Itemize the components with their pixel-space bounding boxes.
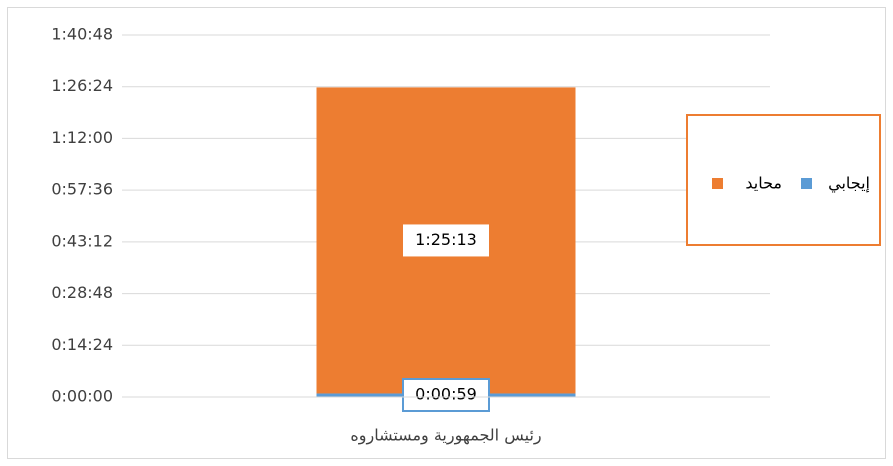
y-tick-label: 0:28:48 [51, 283, 113, 302]
legend-swatch [801, 178, 812, 189]
legend-label: محايد [745, 174, 782, 193]
y-tick-label: 0:57:36 [51, 180, 113, 199]
data-label: 0:00:59 [415, 385, 477, 404]
data-label-box [403, 224, 489, 257]
data-label: 1:25:13 [415, 230, 477, 249]
legend-swatch [712, 178, 723, 189]
y-tick-label: 0:00:00 [51, 387, 113, 406]
y-tick-label: 1:40:48 [51, 25, 113, 44]
y-tick-label: 0:14:24 [51, 335, 113, 354]
data-label-box [402, 378, 490, 412]
y-tick-label: 1:12:00 [51, 128, 113, 147]
y-tick-label: 0:43:12 [51, 231, 113, 250]
legend-label: إيجابي [828, 174, 870, 194]
x-tick-label: رئيس الجمهورية ومستشاروه [350, 426, 541, 446]
y-tick-label: 1:26:24 [51, 76, 113, 95]
